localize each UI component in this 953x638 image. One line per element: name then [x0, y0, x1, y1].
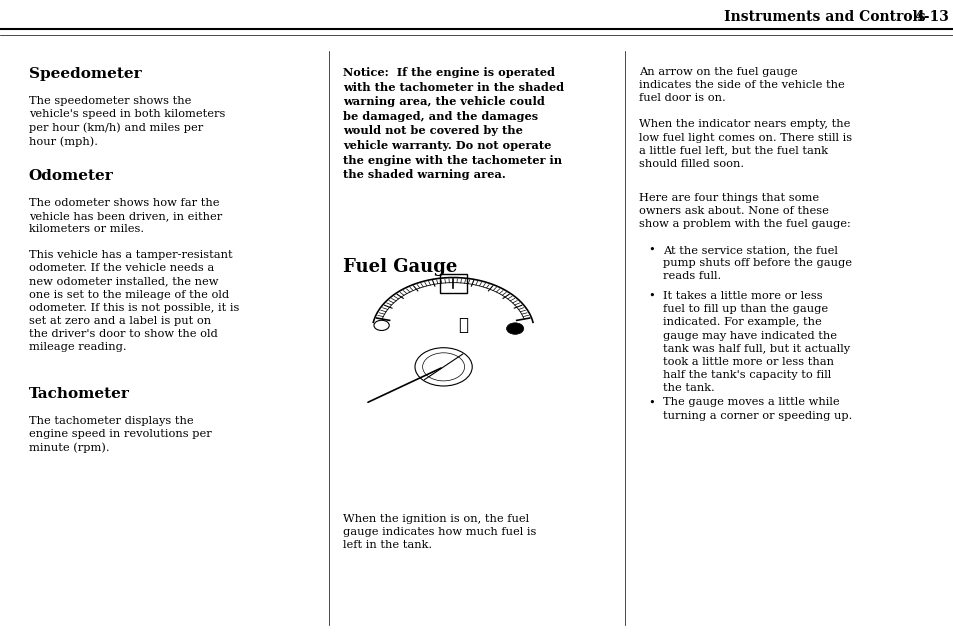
Text: Fuel Gauge: Fuel Gauge: [343, 258, 457, 276]
Text: It takes a little more or less
fuel to fill up than the gauge
indicated. For exa: It takes a little more or less fuel to f…: [662, 291, 849, 394]
Text: At the service station, the fuel
pump shuts off before the gauge
reads full.: At the service station, the fuel pump sh…: [662, 245, 851, 281]
Text: The tachometer displays the
engine speed in revolutions per
minute (rpm).: The tachometer displays the engine speed…: [29, 416, 212, 453]
Text: Tachometer: Tachometer: [29, 387, 130, 401]
Text: An arrow on the fuel gauge
indicates the side of the vehicle the
fuel door is on: An arrow on the fuel gauge indicates the…: [639, 67, 844, 103]
Text: This vehicle has a tamper-resistant
odometer. If the vehicle needs a
new odomete: This vehicle has a tamper-resistant odom…: [29, 250, 239, 353]
Text: The speedometer shows the
vehicle's speed in both kilometers
per hour (km/h) and: The speedometer shows the vehicle's spee…: [29, 96, 225, 147]
Text: Notice:  If the engine is operated
with the tachometer in the shaded
warning are: Notice: If the engine is operated with t…: [343, 67, 564, 180]
Text: •: •: [648, 397, 655, 408]
Text: Odometer: Odometer: [29, 169, 113, 183]
Circle shape: [506, 323, 523, 334]
Text: The gauge moves a little while
turning a corner or speeding up.: The gauge moves a little while turning a…: [662, 397, 852, 420]
Text: When the ignition is on, the fuel
gauge indicates how much fuel is
left in the t: When the ignition is on, the fuel gauge …: [343, 514, 537, 550]
Text: •: •: [648, 245, 655, 255]
Text: 4-13: 4-13: [913, 10, 948, 24]
Text: Instruments and Controls: Instruments and Controls: [723, 10, 924, 24]
Text: When the indicator nears empty, the
low fuel light comes on. There still is
a li: When the indicator nears empty, the low …: [639, 119, 851, 169]
Text: The odometer shows how far the
vehicle has been driven, in either
kilometers or : The odometer shows how far the vehicle h…: [29, 198, 222, 234]
Text: Here are four things that some
owners ask about. None of these
show a problem wi: Here are four things that some owners as…: [639, 193, 850, 229]
Text: Speedometer: Speedometer: [29, 67, 141, 81]
Text: ⛽: ⛽: [457, 316, 467, 334]
FancyBboxPatch shape: [439, 274, 466, 293]
Text: •: •: [648, 291, 655, 301]
